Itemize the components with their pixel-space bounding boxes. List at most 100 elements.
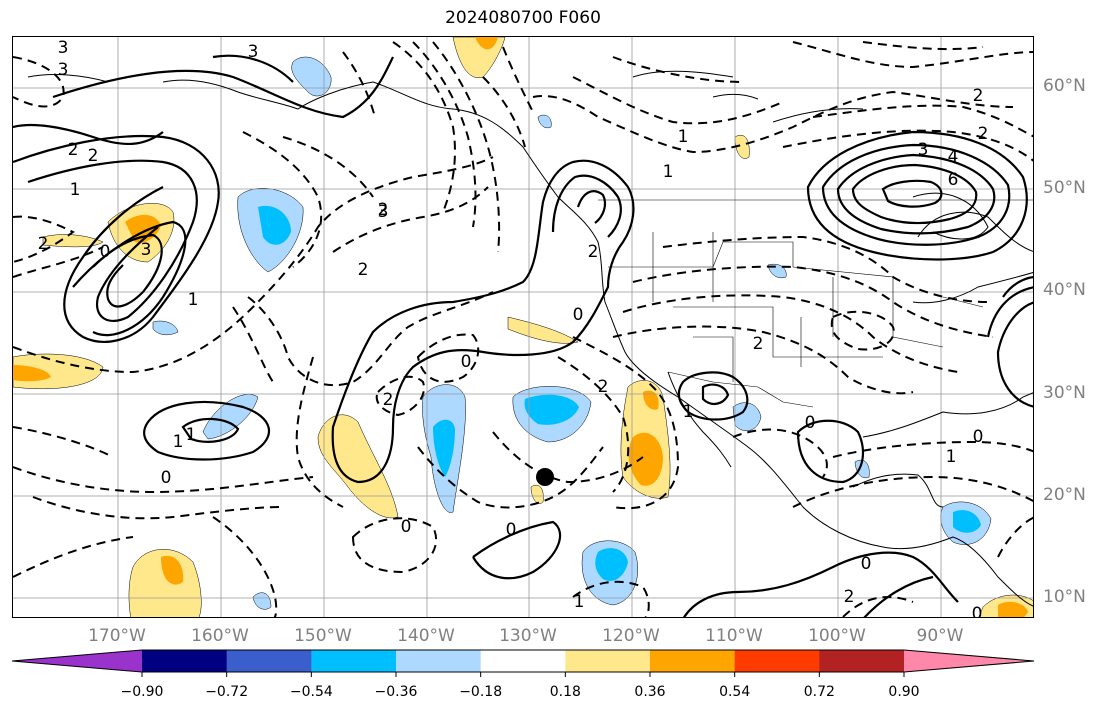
contour-label: 2 xyxy=(753,334,764,354)
contour-label: 1 xyxy=(186,425,197,445)
colorbar-extension-min xyxy=(12,650,142,672)
longitude-label: 150°W xyxy=(294,626,352,646)
negative-anomaly-area xyxy=(953,510,981,533)
positive-anomaly-area xyxy=(13,365,51,382)
map-canvas: 3 3 2 2 1 2 3 0 1 2 2 3 0 2 1 1 3 0 0 0 … xyxy=(13,37,1033,618)
contour-label: 1 xyxy=(173,432,184,452)
colorbar xyxy=(11,649,1035,677)
negative-anomaly-area xyxy=(258,205,291,245)
contour-label: 0 xyxy=(861,554,872,574)
contour-label: 2 xyxy=(378,200,389,220)
positive-anomaly-area xyxy=(42,234,104,248)
contour-label: 1 xyxy=(683,402,694,422)
negative-anomaly-area xyxy=(291,56,332,97)
latitude-label: 50°N xyxy=(1043,178,1086,198)
contour-label: 2 xyxy=(358,260,369,280)
positive-anomaly-area xyxy=(507,316,579,344)
shaded-anomalies xyxy=(13,37,1033,617)
contour-label: 1 xyxy=(678,127,689,147)
positive-contours xyxy=(13,54,1033,617)
colorbar-tick-label: 0.90 xyxy=(888,684,920,700)
colorbar-segment xyxy=(480,650,566,672)
contour-label: 2 xyxy=(978,124,989,144)
contour-label: 0 xyxy=(805,413,816,433)
negative-anomaly-area xyxy=(433,419,455,477)
colorbar-extension-max xyxy=(904,650,1034,672)
negative-anomaly-area xyxy=(202,394,259,440)
contour-label: 3 xyxy=(141,240,152,260)
colorbar-tick-label: −0.72 xyxy=(205,684,249,700)
contour-label: 2 xyxy=(973,86,984,106)
contour-labels: 3 3 2 2 1 2 3 0 1 2 2 3 0 2 1 1 3 0 0 0 … xyxy=(38,38,989,618)
latitude-label: 60°N xyxy=(1043,76,1086,96)
colorbar-segment xyxy=(311,650,397,672)
contour-label: 4 xyxy=(948,147,959,167)
colorbar-segment xyxy=(142,650,228,672)
political-borders xyxy=(598,199,1033,408)
contour-label: 0 xyxy=(573,305,584,325)
contour-label: 1 xyxy=(946,447,957,467)
contour-label: 2 xyxy=(68,140,79,160)
colorbar-segment xyxy=(650,650,736,672)
contour-label: 6 xyxy=(948,170,959,190)
contour-label: 3 xyxy=(918,140,929,160)
negative-anomaly-area xyxy=(595,548,628,582)
contour-label: 2 xyxy=(38,234,49,254)
contour-label: 0 xyxy=(100,242,111,262)
contour-label: 1 xyxy=(574,592,585,612)
point-marker xyxy=(536,468,554,486)
latitude-label: 40°N xyxy=(1043,280,1086,300)
latitude-label: 20°N xyxy=(1043,485,1086,505)
longitude-label: 110°W xyxy=(705,626,763,646)
positive-anomaly-area xyxy=(161,555,184,585)
contour-label: 1 xyxy=(188,290,199,310)
longitude-label: 90°W xyxy=(916,626,964,646)
colorbar-segment xyxy=(565,650,651,672)
negative-contours xyxy=(13,41,1033,617)
coastlines xyxy=(27,70,1033,607)
colorbar-tick-label: 0.72 xyxy=(803,684,835,700)
positive-anomaly-area xyxy=(734,134,750,159)
longitude-label: 130°W xyxy=(499,626,557,646)
positive-anomaly-area xyxy=(317,414,399,519)
colorbar-segments xyxy=(11,649,1035,673)
contour-label: 1 xyxy=(70,180,81,200)
contour-label: 3 xyxy=(58,60,69,80)
map-panel: 3 3 2 2 1 2 3 0 1 2 2 3 0 2 1 1 3 0 0 0 … xyxy=(12,36,1034,618)
contour-label: 2 xyxy=(383,390,394,410)
longitude-label: 170°W xyxy=(88,626,146,646)
contour-label: 2 xyxy=(588,242,599,262)
latitude-label: 30°N xyxy=(1043,383,1086,403)
positive-anomaly-area xyxy=(530,484,544,504)
graticule xyxy=(13,37,1033,617)
positive-anomaly-area xyxy=(128,549,202,617)
negative-anomaly-area xyxy=(524,394,579,425)
contour-label: 3 xyxy=(248,42,259,62)
positive-anomaly-area xyxy=(628,432,663,486)
negative-anomaly-area xyxy=(152,320,179,336)
longitude-label: 140°W xyxy=(397,626,455,646)
colorbar-segment xyxy=(819,650,905,672)
contour-label: 0 xyxy=(972,604,983,618)
colorbar-tick-label: 0.54 xyxy=(719,684,751,700)
contour-label: 0 xyxy=(973,427,984,447)
longitude-label: 120°W xyxy=(602,626,660,646)
contour-label: 2 xyxy=(598,377,609,397)
contour-label: 0 xyxy=(461,352,472,372)
contour-label: 3 xyxy=(378,202,389,222)
colorbar-tick-label: −0.90 xyxy=(120,684,164,700)
positive-anomaly-area xyxy=(643,390,659,410)
contour-label: 2 xyxy=(844,587,855,607)
longitude-label: 100°W xyxy=(808,626,866,646)
contour-label: 0 xyxy=(401,517,412,537)
colorbar-tick-label: −0.36 xyxy=(374,684,418,700)
longitude-label: 160°W xyxy=(191,626,249,646)
colorbar-tick-label: 0.36 xyxy=(634,684,666,700)
colorbar-segment xyxy=(226,650,312,672)
negative-anomaly-area xyxy=(732,402,762,432)
colorbar-segment xyxy=(396,650,482,672)
contour-label: 0 xyxy=(161,468,172,488)
negative-anomaly-area xyxy=(537,114,552,129)
contour-label: 1 xyxy=(663,162,674,182)
contour-label: 2 xyxy=(88,146,99,166)
